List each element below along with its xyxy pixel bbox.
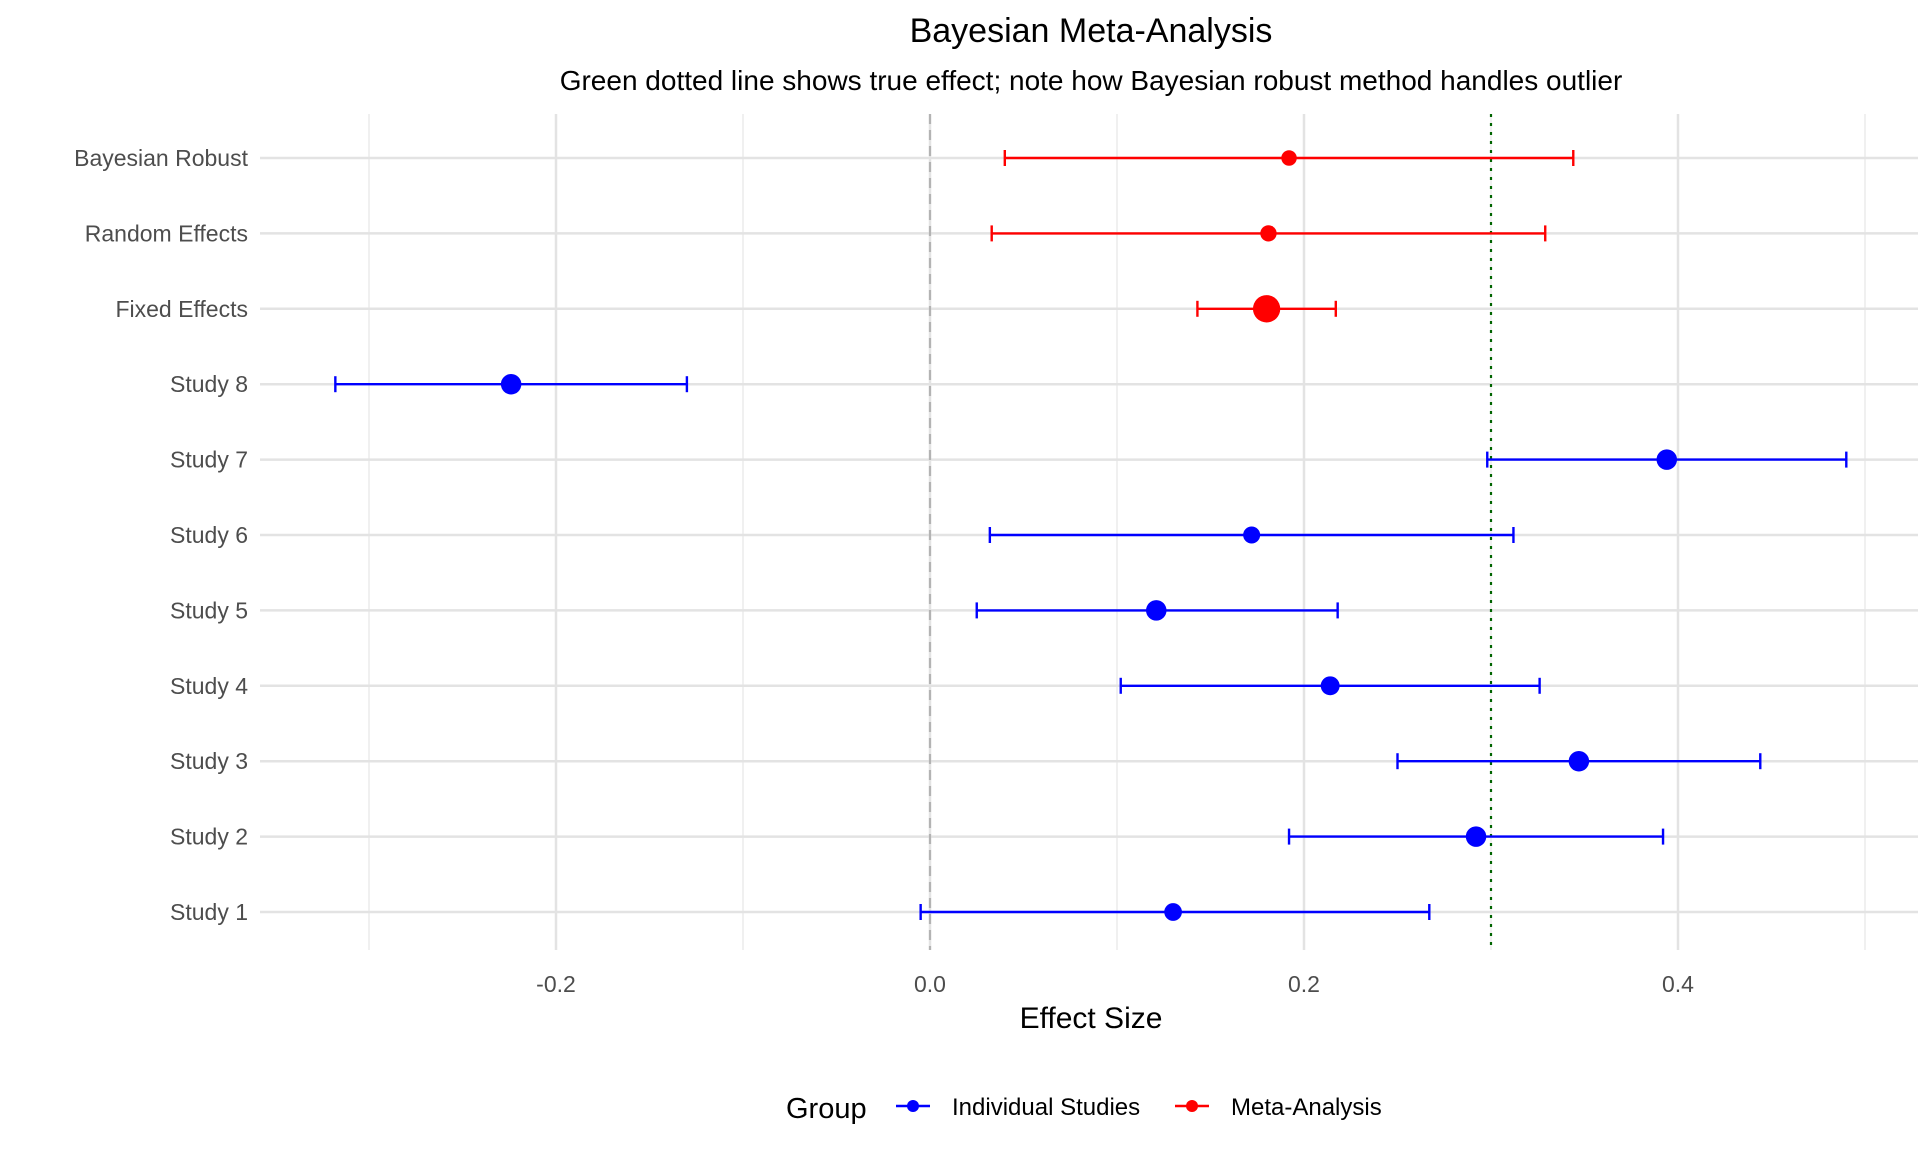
legend-item: Meta-Analysis	[1175, 1094, 1382, 1121]
y-tick-label: Study 7	[170, 447, 248, 473]
y-tick-label: Study 4	[170, 673, 248, 699]
x-axis-labels: -0.2 0.0 0.2 0.4	[536, 971, 1694, 997]
x-tick-label: 0.2	[1288, 971, 1320, 997]
forest-row	[334, 373, 689, 395]
point-estimate	[1320, 676, 1340, 696]
point-estimate	[1260, 225, 1277, 242]
forest-row	[919, 903, 1431, 921]
legend-key-point	[1186, 1100, 1198, 1112]
x-tick-label: -0.2	[536, 971, 576, 997]
y-tick-label: Study 5	[170, 597, 248, 623]
legend-item: Individual Studies	[896, 1094, 1140, 1121]
point-estimate	[1146, 600, 1167, 621]
forest-row	[1119, 676, 1541, 696]
y-tick-label: Study 8	[170, 371, 248, 397]
point-estimate	[1243, 526, 1261, 544]
y-tick-label: Study 1	[170, 899, 248, 925]
forest-row	[1486, 449, 1848, 470]
reference-lines	[928, 114, 1493, 950]
y-tick-label: Study 3	[170, 748, 248, 774]
point-estimate	[1164, 903, 1182, 921]
forest-row	[975, 600, 1339, 621]
point-estimate	[1281, 150, 1297, 166]
x-axis-title: Effect Size	[1020, 1002, 1163, 1035]
point-estimate	[1568, 750, 1590, 772]
point-estimate	[1465, 826, 1487, 847]
y-tick-label: Study 2	[170, 824, 248, 850]
point-estimate	[500, 373, 522, 395]
y-axis-labels: Study 1 Study 2 Study 3 Study 4 Study 5 Study…	[74, 145, 248, 925]
forest-row	[1396, 750, 1762, 772]
legend-title: Group	[786, 1093, 867, 1125]
forest-row	[1003, 150, 1575, 166]
forest-row	[988, 526, 1515, 544]
x-tick-label: 0.4	[1662, 971, 1694, 997]
legend-label: Meta-Analysis	[1231, 1094, 1382, 1121]
forest-row	[1287, 826, 1665, 847]
x-tick-label: 0.0	[914, 971, 946, 997]
forest-row	[1196, 295, 1337, 323]
plot-area	[334, 150, 1848, 921]
legend: Group Individual Studies Meta-Analysis	[786, 1093, 1382, 1125]
point-estimate	[1252, 295, 1281, 323]
point-estimate	[1656, 449, 1678, 470]
y-tick-label: Bayesian Robust	[74, 145, 248, 171]
legend-label: Individual Studies	[952, 1094, 1140, 1121]
y-tick-label: Fixed Effects	[115, 296, 248, 322]
forest-row	[990, 225, 1547, 242]
y-tick-label: Random Effects	[85, 220, 248, 246]
legend-key-point	[907, 1100, 919, 1112]
chart-subtitle: Green dotted line shows true effect; not…	[560, 65, 1623, 96]
y-tick-label: Study 6	[170, 522, 248, 548]
legend-entries: Individual Studies Meta-Analysis	[896, 1094, 1382, 1121]
chart-title: Bayesian Meta-Analysis	[910, 12, 1273, 50]
